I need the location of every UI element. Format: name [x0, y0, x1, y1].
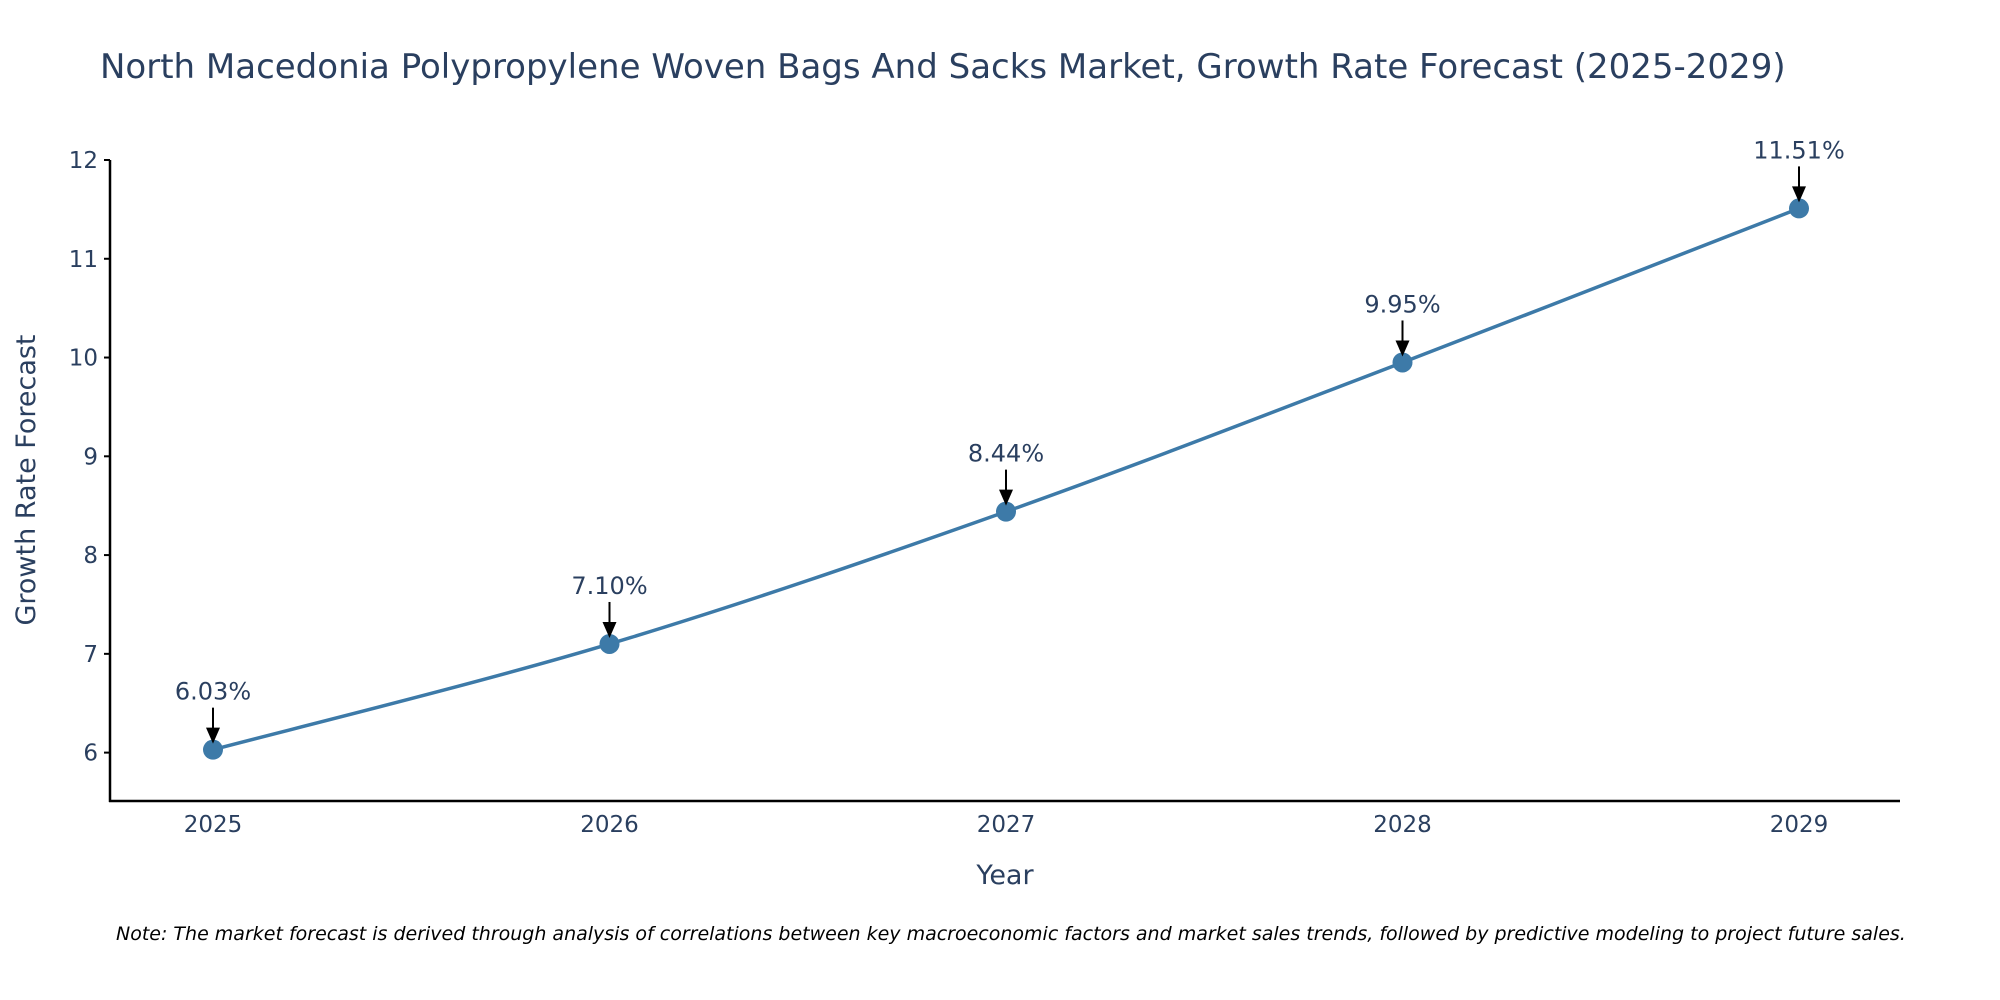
annotation-layer: 6.03% 7.10% 8.44% 9.95% 11.51% — [175, 136, 1845, 744]
x-tick-label: 2025 — [184, 812, 243, 838]
chart-title: North Macedonia Polypropylene Woven Bags… — [100, 47, 1786, 87]
x-tick-label: 2027 — [977, 812, 1036, 838]
y-tick-label: 12 — [69, 148, 98, 174]
y-tick-label: 11 — [69, 247, 98, 273]
data-label: 8.44% — [968, 440, 1044, 468]
y-tick-label: 8 — [83, 543, 98, 569]
data-point-marker — [1789, 198, 1809, 219]
data-label: 9.95% — [1364, 290, 1440, 318]
y-tick-label: 7 — [83, 642, 98, 668]
x-axis-ticks: 2025 2026 2027 2028 2029 — [184, 812, 1829, 838]
x-axis-title: Year — [975, 860, 1034, 891]
x-tick-label: 2028 — [1373, 812, 1432, 838]
annotation-arrow-head — [206, 727, 220, 744]
data-point-marker — [1392, 352, 1413, 373]
y-tick-label: 10 — [69, 346, 98, 372]
data-label: 6.03% — [175, 678, 251, 706]
y-tick-label: 6 — [83, 741, 98, 767]
data-label: 11.51% — [1753, 136, 1845, 164]
plot-area: 6 7 8 9 10 11 12 2025 2026 2027 2028 2029 6.03% 7.1… — [69, 136, 1900, 838]
data-point-marker — [203, 739, 223, 760]
x-tick-label: 2026 — [580, 812, 639, 838]
x-tick-label: 2029 — [1770, 812, 1829, 838]
forecast-note: Note: The market forecast is derived thr… — [116, 923, 1906, 945]
y-axis-title: Growth Rate Forecast — [11, 334, 42, 625]
data-label: 7.10% — [571, 572, 647, 600]
data-point-marker — [599, 633, 620, 654]
annotation-arrow-head — [1395, 340, 1410, 357]
series-layer — [203, 198, 1809, 760]
annotation-arrow-head — [999, 489, 1013, 506]
data-point-marker — [996, 501, 1016, 522]
y-axis-ticks: 6 7 8 9 10 11 12 — [69, 148, 110, 767]
annotation-arrow-head — [1792, 186, 1806, 203]
y-tick-label: 9 — [83, 444, 98, 470]
annotation-arrow-head — [602, 621, 617, 638]
